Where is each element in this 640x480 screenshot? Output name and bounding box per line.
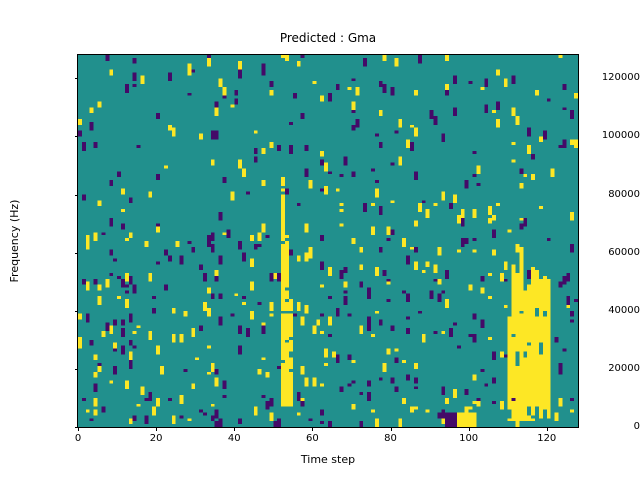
- x-tick-mark: [156, 427, 158, 431]
- y-tick-mark: [74, 427, 78, 428]
- heatmap-plot-area: [77, 54, 579, 428]
- y-tick-label: 80000: [608, 188, 640, 200]
- x-tick-mark: [468, 427, 470, 431]
- y-axis-label: Frequency (Hz): [8, 199, 21, 283]
- x-tick-label: 20: [149, 433, 163, 444]
- y-tick-mark: [74, 78, 78, 80]
- y-tick-mark: [74, 194, 78, 196]
- x-tick-label: 120: [537, 433, 557, 444]
- y-tick-label: 20000: [608, 362, 640, 374]
- x-tick-label: 60: [306, 433, 319, 444]
- x-tick-label: 40: [227, 433, 241, 444]
- y-tick-label: 120000: [601, 72, 640, 84]
- y-tick-mark: [74, 310, 78, 312]
- x-tick-mark: [546, 427, 548, 431]
- y-tick-mark: [74, 136, 78, 138]
- page-title: Predicted : Gma: [279, 31, 377, 45]
- x-tick-label: 100: [459, 433, 479, 444]
- x-tick-mark: [312, 427, 314, 431]
- y-tick-mark: [74, 368, 78, 370]
- y-tick-label: 0: [633, 421, 640, 432]
- x-tick-label: 0: [74, 433, 82, 444]
- x-axis-label: Time step: [300, 453, 356, 466]
- y-tick-label: 60000: [608, 246, 640, 258]
- x-tick-mark: [234, 427, 236, 431]
- y-tick-label: 40000: [608, 304, 640, 316]
- y-tick-mark: [74, 252, 78, 254]
- x-tick-mark: [390, 427, 392, 431]
- x-tick-mark: [78, 427, 79, 431]
- x-tick-label: 80: [384, 433, 397, 444]
- heatmap-image: [78, 55, 578, 427]
- y-tick-label: 100000: [601, 130, 640, 142]
